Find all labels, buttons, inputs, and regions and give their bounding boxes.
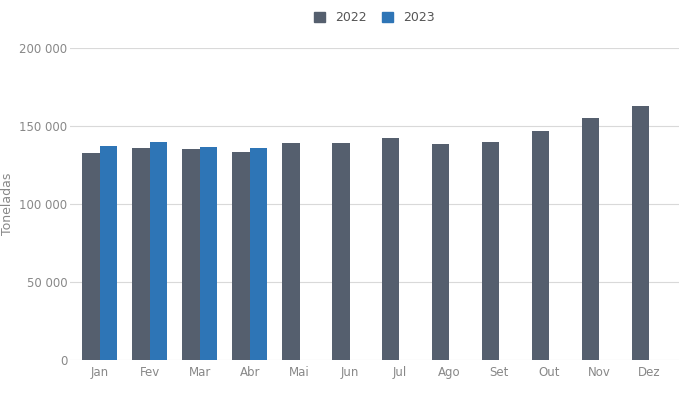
Bar [332, 143, 349, 360]
Bar [482, 142, 499, 360]
Bar [382, 138, 400, 360]
Y-axis label: Toneladas: Toneladas [1, 173, 13, 235]
Bar [199, 147, 217, 360]
Bar [532, 131, 550, 360]
Bar [582, 118, 599, 360]
Bar [150, 142, 167, 360]
Bar [282, 143, 300, 360]
Bar [250, 148, 267, 360]
Bar [83, 152, 100, 360]
Bar [182, 149, 199, 360]
Bar [432, 144, 449, 360]
Bar [132, 148, 150, 360]
Bar [100, 146, 118, 360]
Bar [232, 152, 250, 360]
Legend: 2022, 2023: 2022, 2023 [309, 6, 440, 29]
Bar [631, 106, 649, 360]
